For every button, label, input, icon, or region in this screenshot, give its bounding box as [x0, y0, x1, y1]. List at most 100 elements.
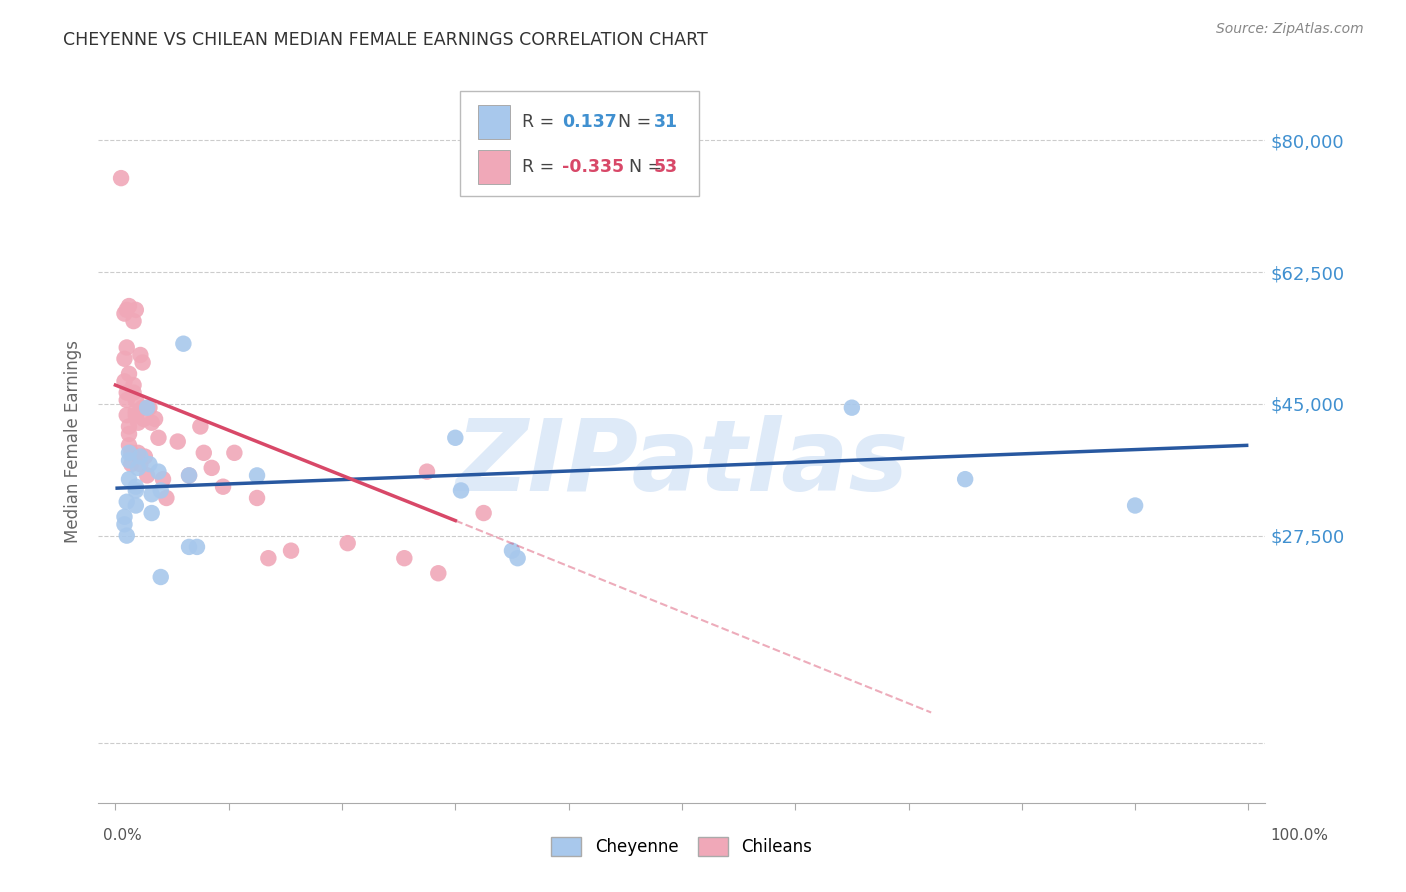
Point [115, 528, 138, 542]
Point [141, 487, 163, 501]
Point [450, 483, 472, 498]
Point [115, 494, 138, 508]
Point [125, 404, 148, 418]
FancyBboxPatch shape [478, 150, 510, 185]
Point [172, 336, 194, 351]
Point [127, 461, 149, 475]
Point [125, 393, 148, 408]
Point [212, 480, 235, 494]
Point [394, 551, 416, 566]
Point [336, 536, 359, 550]
Point [190, 419, 212, 434]
Point [120, 457, 142, 471]
Text: 100.0%: 100.0% [1271, 828, 1329, 843]
Point [138, 457, 160, 471]
Text: N =: N = [630, 158, 668, 176]
Point [953, 472, 976, 486]
Point [132, 412, 155, 426]
Point [115, 408, 138, 422]
Point [118, 427, 141, 442]
Point [122, 378, 145, 392]
Point [127, 416, 149, 430]
Point [177, 468, 200, 483]
Legend: Cheyenne, Chileans: Cheyenne, Chileans [544, 830, 820, 863]
Point [125, 480, 148, 494]
Point [114, 517, 136, 532]
Point [122, 314, 145, 328]
Point [125, 302, 148, 317]
Point [118, 419, 141, 434]
Point [114, 307, 136, 321]
Point [114, 375, 136, 389]
Point [127, 446, 149, 460]
Y-axis label: Median Female Earnings: Median Female Earnings [65, 340, 83, 543]
Point [125, 499, 148, 513]
Point [148, 431, 170, 445]
Text: 0.137: 0.137 [562, 113, 616, 131]
Point [152, 472, 174, 486]
Text: ZIPatlas: ZIPatlas [456, 415, 908, 512]
Point [501, 543, 523, 558]
Point [125, 483, 148, 498]
Point [136, 401, 159, 415]
Point [506, 551, 529, 566]
Point [841, 401, 863, 415]
Point [129, 457, 152, 471]
Point [166, 434, 188, 449]
Point [122, 385, 145, 400]
Point [416, 465, 439, 479]
Point [280, 543, 302, 558]
Point [136, 468, 159, 483]
Point [134, 450, 156, 464]
Point [114, 509, 136, 524]
Point [110, 171, 132, 186]
Point [1123, 499, 1146, 513]
Text: CHEYENNE VS CHILEAN MEDIAN FEMALE EARNINGS CORRELATION CHART: CHEYENNE VS CHILEAN MEDIAN FEMALE EARNIN… [63, 31, 709, 49]
Point [148, 465, 170, 479]
Point [118, 367, 141, 381]
Point [257, 551, 280, 566]
Point [118, 446, 141, 460]
Point [246, 491, 269, 505]
Point [115, 385, 138, 400]
Point [118, 438, 141, 452]
Point [118, 453, 141, 467]
Text: 53: 53 [654, 158, 678, 176]
Point [129, 348, 152, 362]
Point [143, 412, 166, 426]
Point [149, 483, 172, 498]
Point [201, 461, 224, 475]
Point [427, 566, 450, 581]
Point [186, 540, 208, 554]
Point [114, 351, 136, 366]
Text: Source: ZipAtlas.com: Source: ZipAtlas.com [1216, 22, 1364, 37]
Point [472, 506, 495, 520]
Point [177, 468, 200, 483]
Text: N =: N = [617, 113, 657, 131]
Point [125, 408, 148, 422]
Point [131, 355, 153, 369]
Point [115, 393, 138, 408]
Point [177, 540, 200, 554]
Point [118, 299, 141, 313]
FancyBboxPatch shape [478, 104, 510, 139]
Point [193, 446, 215, 460]
Text: 31: 31 [654, 113, 678, 131]
Text: R =: R = [522, 113, 560, 131]
Point [118, 472, 141, 486]
FancyBboxPatch shape [460, 91, 699, 196]
Point [224, 446, 246, 460]
Point [115, 341, 138, 355]
Text: R =: R = [522, 158, 560, 176]
Point [141, 506, 163, 520]
Point [131, 401, 153, 415]
Point [129, 450, 152, 464]
Point [155, 491, 177, 505]
Point [141, 416, 163, 430]
Point [120, 446, 142, 460]
Point [138, 401, 160, 415]
Point [246, 468, 269, 483]
Point [149, 570, 172, 584]
Point [115, 302, 138, 317]
Text: 0.0%: 0.0% [103, 828, 142, 843]
